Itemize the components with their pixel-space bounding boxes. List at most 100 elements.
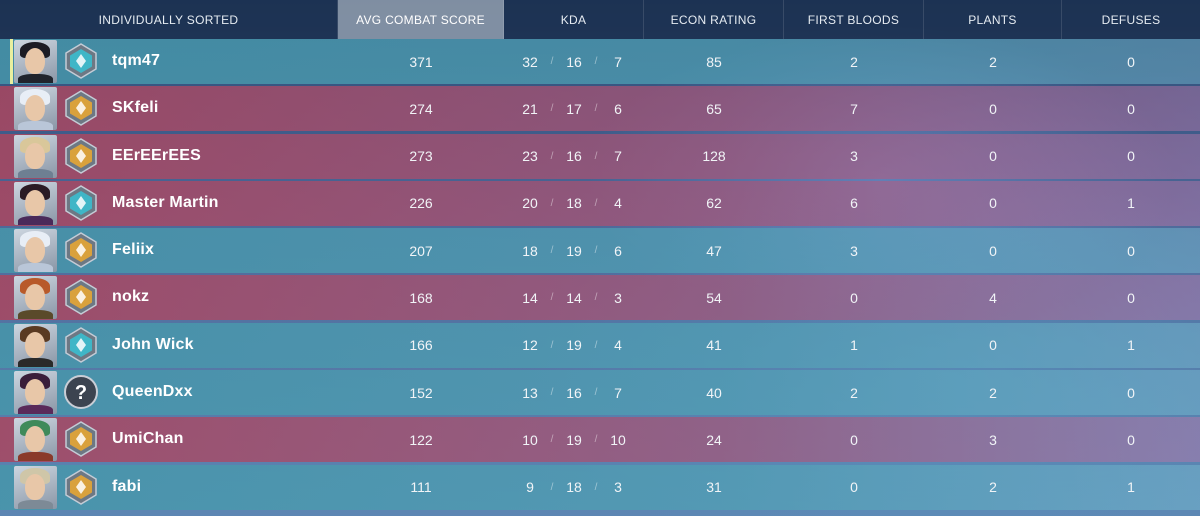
agent-shoulder [18,310,53,320]
deaths-value: 16 [566,53,582,70]
player-row[interactable]: UmiChan 122 10 / 19 / 10 24 0 3 0 [0,417,1200,463]
scoreboard-header: INDIVIDUALLY SORTED AVG COMBAT SCORE KDA… [0,0,1200,39]
player-name[interactable]: nokz [112,288,150,306]
player-row[interactable]: tqm47 371 32 / 16 / 7 85 2 2 0 [0,39,1200,84]
econ-value: 47 [706,242,722,259]
player-name[interactable]: fabi [112,477,142,495]
player-name[interactable]: EErEErEES [112,146,201,164]
player-cell: EErEErEES [0,134,338,179]
kda-separator: / [594,245,598,257]
column-header-plants[interactable]: PLANTS [924,0,1062,39]
player-row[interactable]: Master Martin 226 20 / 18 / 4 62 6 0 1 [0,180,1200,226]
first-bloods-value: 3 [850,242,858,259]
deaths-value: 19 [566,431,582,448]
agent-shoulder [18,215,53,225]
assists-value: 3 [614,479,622,496]
kda-separator: / [594,339,598,351]
agent-portrait-icon [14,87,57,131]
column-header-player[interactable]: INDIVIDUALLY SORTED [0,0,338,39]
kda-separator: / [594,103,598,115]
deaths-value: 19 [566,242,582,259]
player-name[interactable]: QueenDxx [112,383,193,401]
agent-face [25,95,45,122]
player-cell: UmiChan [0,417,338,462]
kda-separator: / [594,197,598,209]
plants-value: 2 [989,384,997,401]
agent-portrait-icon [14,465,57,509]
defuses-value: 1 [1127,195,1135,212]
agent-face [25,237,45,264]
kda-separator: / [594,292,598,304]
player-row[interactable]: SKfeli 274 21 / 17 / 6 65 7 0 0 [0,86,1200,132]
kda-separator: / [594,150,598,162]
player-row[interactable]: nokz 168 14 / 14 / 3 54 0 4 0 [0,275,1200,321]
kda-separator: / [594,481,598,493]
assists-value: 4 [614,195,622,212]
column-header-econ[interactable]: ECON RATING [644,0,784,39]
gold-rank-icon [65,137,97,174]
player-name[interactable]: John Wick [112,335,194,353]
first-bloods-value: 7 [850,100,858,117]
column-header-first-bloods[interactable]: FIRST BLOODS [784,0,924,39]
player-cell: SKfeli [0,86,338,131]
agent-shoulder [18,74,53,83]
kda-separator: / [550,197,554,209]
agent-portrait-icon [14,181,57,225]
econ-value: 128 [702,148,726,165]
agent-face [25,48,45,74]
agent-portrait-icon [14,134,57,178]
player-cell: fabi [0,465,338,510]
deaths-value: 18 [566,479,582,496]
player-row[interactable]: fabi 111 9 / 18 / 3 31 0 2 1 [0,464,1200,510]
agent-portrait-icon [14,371,57,415]
player-name[interactable]: tqm47 [112,52,161,69]
first-bloods-value: 0 [850,289,858,306]
agent-face [25,473,45,500]
agent-face [25,284,45,311]
acs-value: 111 [410,479,432,496]
agent-shoulder [18,499,53,509]
kda-separator: / [550,292,554,304]
player-row[interactable]: Feliix 207 18 / 19 / 6 47 3 0 0 [0,228,1200,274]
kda-separator: / [550,150,554,162]
player-row[interactable]: EErEErEES 273 23 / 16 / 7 128 3 0 0 [0,133,1200,179]
defuses-value: 1 [1127,337,1135,354]
plants-value: 0 [989,148,997,165]
assists-value: 7 [614,148,622,165]
platinum-rank-icon [65,185,97,221]
kda-separator: / [594,434,598,446]
player-row[interactable]: ? QueenDxx 152 13 / 16 / 7 40 2 2 0 [0,370,1200,416]
econ-value: 65 [706,100,722,117]
column-header-defuses[interactable]: DEFUSES [1101,12,1161,27]
gold-rank-icon [65,279,97,316]
assists-value: 10 [610,431,626,448]
player-name[interactable]: SKfeli [112,99,159,117]
agent-portrait-icon [14,276,57,320]
first-bloods-value: 2 [850,53,858,70]
agent-portrait-icon [14,323,57,367]
econ-value: 85 [706,53,722,70]
acs-value: 166 [409,337,433,354]
econ-value: 40 [706,384,722,401]
first-bloods-value: 0 [850,479,858,496]
defuses-value: 0 [1127,289,1135,306]
kda-separator: / [594,387,598,399]
player-row[interactable]: John Wick 166 12 / 19 / 4 41 1 0 1 [0,322,1200,368]
kda-cell: 32 / 16 / 7 [504,39,644,84]
agent-face [25,142,45,169]
player-name[interactable]: Feliix [112,241,155,259]
acs-value: 226 [409,195,433,212]
column-header-kda[interactable]: KDA [504,0,644,39]
deaths-value: 18 [566,195,582,212]
kda-cell: 18 / 19 / 6 [504,228,644,273]
kda-cell: 13 / 16 / 7 [504,370,644,415]
kills-value: 20 [522,195,538,212]
agent-shoulder [18,121,53,131]
player-name[interactable]: UmiChan [112,430,184,448]
kills-value: 13 [522,384,538,401]
column-header-acs[interactable]: AVG COMBAT SCORE [338,0,504,39]
defuses-value: 0 [1127,148,1135,165]
player-name[interactable]: Master Martin [112,193,219,211]
econ-value: 54 [706,289,722,306]
